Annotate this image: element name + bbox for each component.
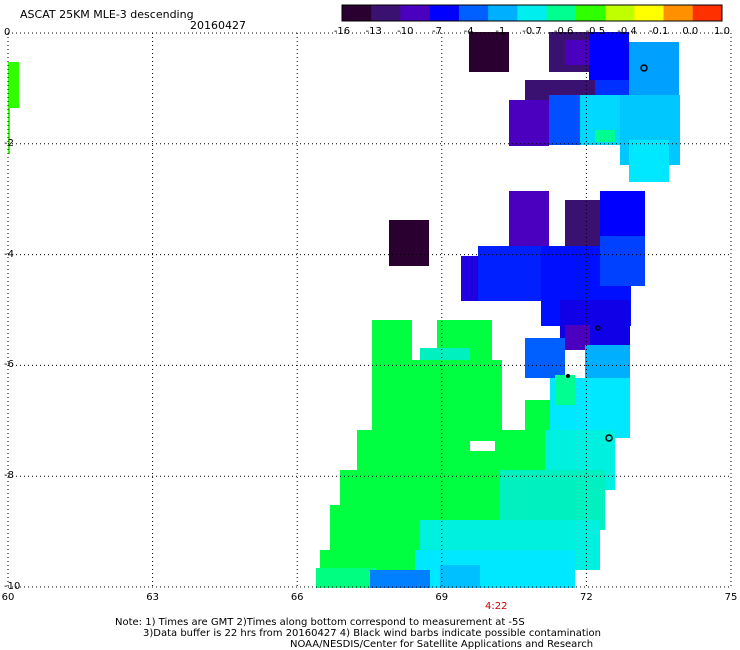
swath-cell [525, 338, 565, 378]
edge-marker [8, 62, 19, 108]
gridlines [7, 32, 732, 588]
product-date: 20160427 [190, 19, 246, 32]
swath-cell [600, 191, 645, 241]
colorbar-label: -0.4 [617, 26, 637, 37]
y-tick-label: -10 [4, 581, 21, 592]
swath-cell [372, 360, 502, 440]
swath-cell [565, 40, 590, 65]
swath-cell [469, 32, 509, 72]
colorbar-swatch [634, 5, 665, 21]
colorbar-label: -10 [397, 26, 414, 37]
swath-cell [389, 220, 429, 266]
colorbar-label: -0.1 [648, 26, 669, 37]
y-tick-label: -4 [4, 248, 14, 260]
colorbar-swatch [663, 5, 694, 21]
product-title: ASCAT 25KM MLE-3 descending [20, 8, 194, 21]
swath-cell [595, 130, 615, 142]
colorbar-swatch [546, 5, 577, 21]
swath-cell [509, 100, 549, 146]
colorbar [341, 4, 723, 22]
colorbar-swatch [371, 5, 401, 21]
swath-cell [629, 42, 679, 102]
y-tick-label: -2 [4, 137, 14, 149]
x-tick-label: 60 [1, 592, 15, 603]
credit-line: NOAA/NESDIS/Center for Satellite Applica… [290, 639, 594, 650]
colorbar-swatch [400, 5, 431, 21]
wind-barb [605, 434, 613, 442]
swath-data [8, 32, 680, 588]
swath-cell [555, 375, 575, 405]
swath-gap [470, 441, 495, 451]
swath-cell [440, 565, 480, 588]
note-line-1: Note: 1) Times are GMT 2)Times along bot… [115, 617, 525, 628]
swath-cell [585, 345, 630, 380]
colorbar-label: 0.0 [682, 26, 699, 37]
colorbar-label: -13 [365, 26, 382, 37]
colorbar-swatch [429, 5, 460, 21]
colorbar-swatch [458, 5, 489, 21]
x-tick-label: 69 [435, 592, 449, 603]
x-tick-label: 63 [146, 592, 159, 603]
colorbar-label: -1 [495, 26, 506, 37]
y-tick-label: -8 [4, 470, 14, 482]
colorbar-swatch [342, 5, 372, 21]
swath-cell [415, 550, 575, 588]
colorbar-swatch [692, 5, 723, 21]
swath-cell [600, 236, 645, 286]
colorbar-swatch [488, 5, 518, 21]
colorbar-swatch [575, 5, 606, 21]
swath-cell [589, 32, 629, 82]
note-line-2: 3)Data buffer is 22 hrs from 20160427 4)… [143, 628, 601, 639]
time-label: 4:22 [485, 601, 508, 612]
x-tick-label: 66 [290, 592, 304, 603]
edge-marker [8, 108, 10, 154]
colorbar-swatch [517, 5, 548, 21]
swath-cell [565, 200, 605, 250]
colorbar-label: -0.7 [522, 26, 542, 37]
wind-barb [640, 64, 648, 72]
y-tick-label: -6 [4, 359, 14, 371]
wind-barb [566, 374, 570, 378]
colorbar-label: -0.6 [553, 26, 574, 37]
colorbar-label: -7 [432, 26, 442, 37]
colorbar-label: 1.0 [714, 26, 730, 37]
colorbar-frame [341, 4, 723, 22]
x-tick-label: 72 [580, 592, 593, 603]
swath-cell [629, 140, 669, 182]
swath-cell [478, 246, 548, 301]
colorbar-label: -0.5 [585, 26, 606, 37]
colorbar-swatch [605, 5, 635, 21]
wind-barb [595, 325, 601, 331]
colorbar-label: -4 [463, 26, 474, 37]
swath-cell [316, 568, 376, 588]
colorbar-label: -16 [333, 26, 351, 37]
swath-cell [370, 570, 430, 588]
swath-cell [509, 191, 549, 247]
y-tick-label: 0 [4, 27, 11, 38]
x-tick-label: 75 [724, 592, 738, 603]
